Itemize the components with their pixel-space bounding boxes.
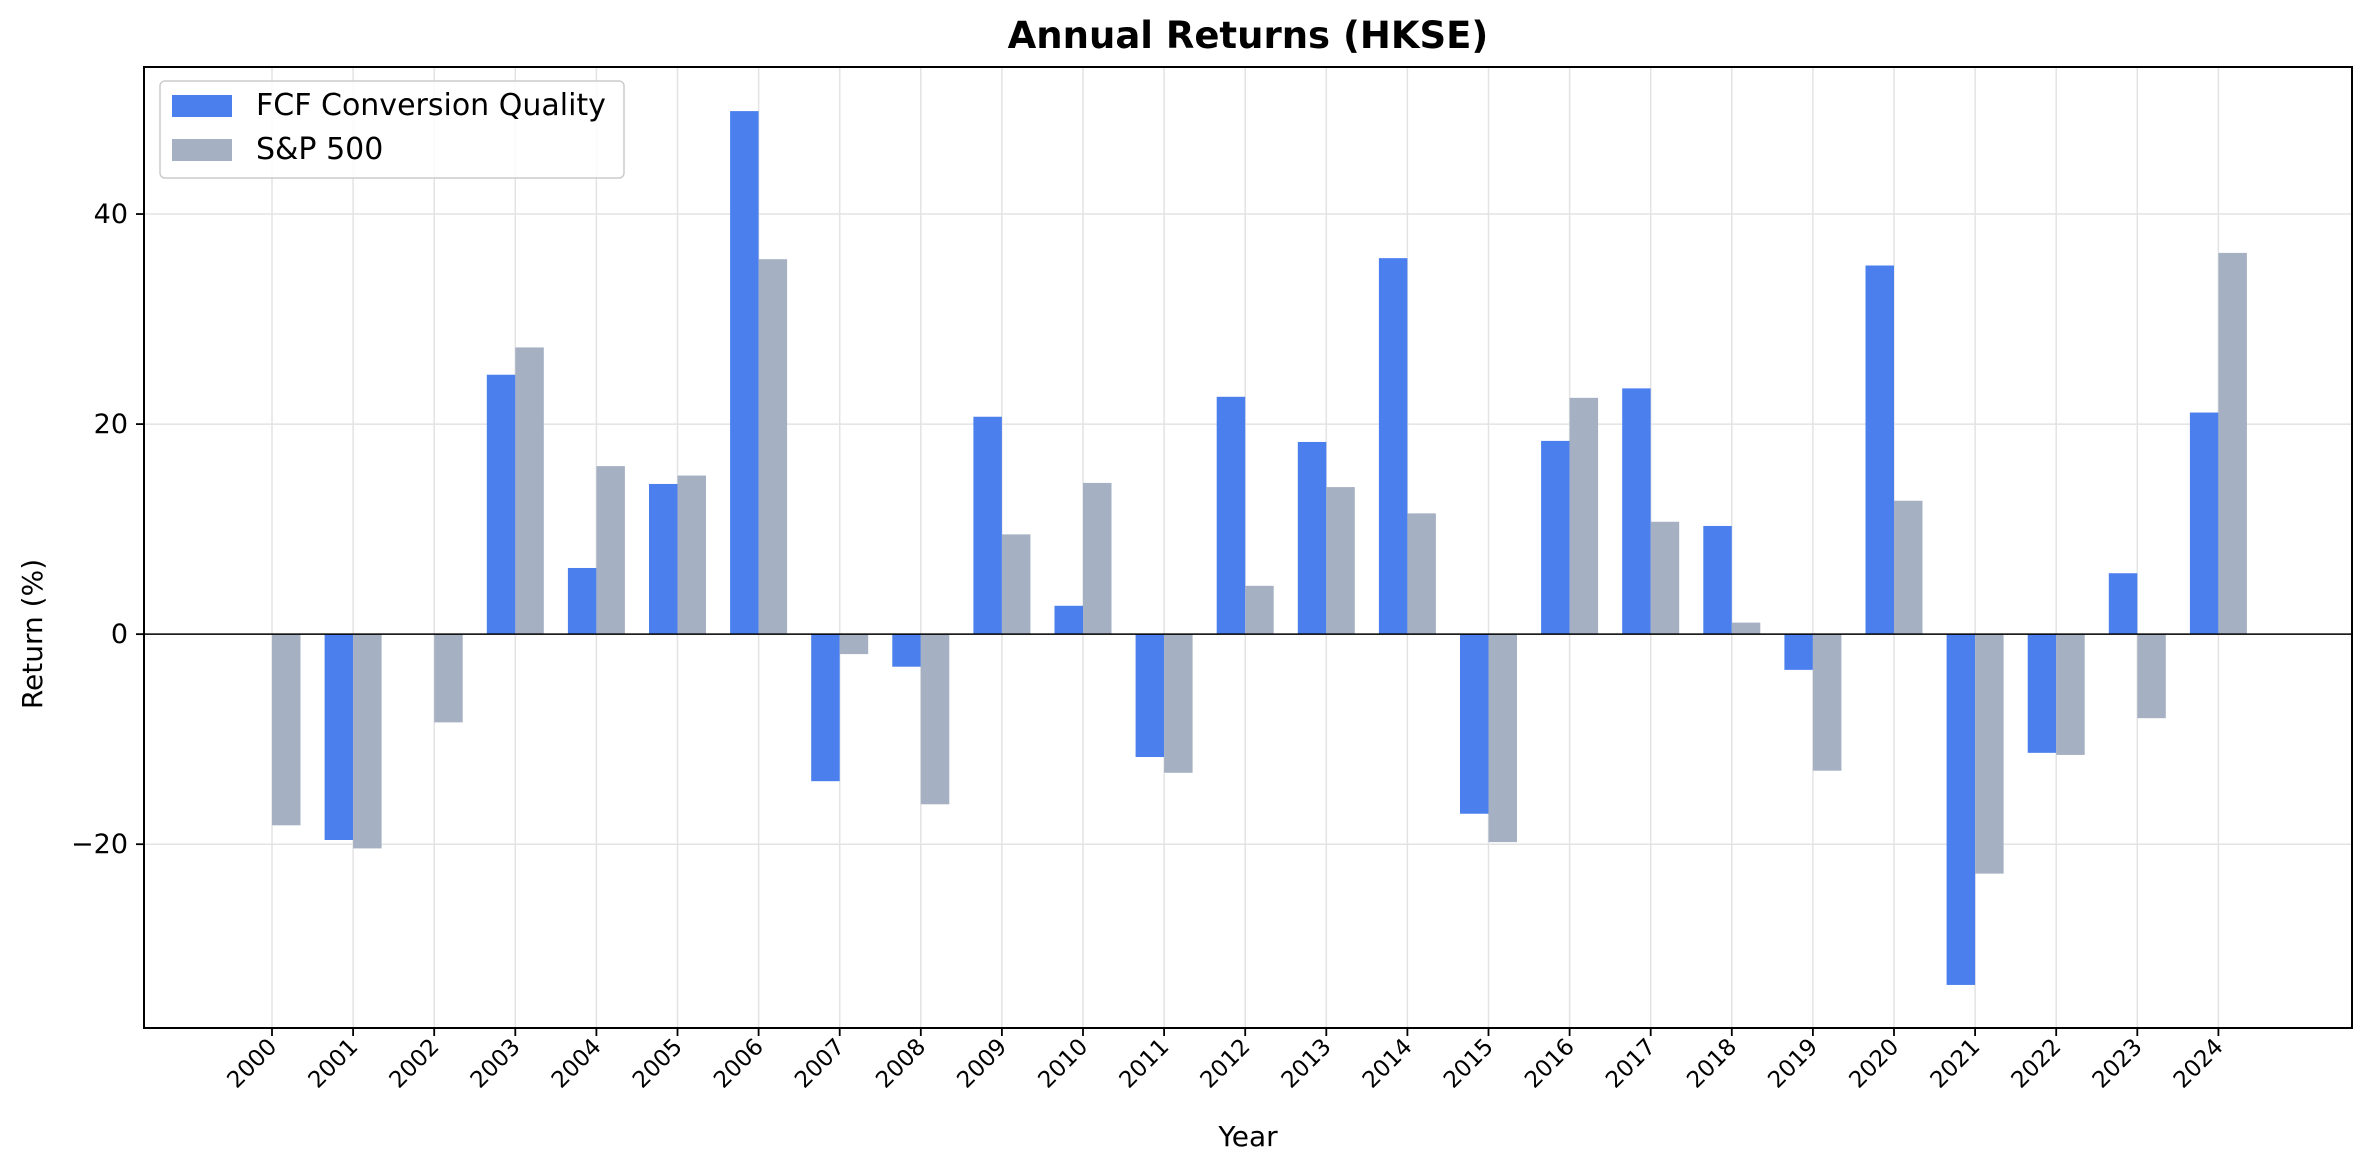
bar-sp500 [1326,487,1355,635]
bar-sp500 [2218,252,2247,635]
bar-fcf [1622,388,1651,635]
x-tick-label: 2013 [1277,1034,1337,1094]
bar-sp500 [1245,585,1274,635]
bar-fcf [1460,634,1489,814]
legend-swatch [172,95,232,117]
y-tick-label: 40 [94,199,128,230]
x-tick-label: 2005 [628,1034,688,1094]
x-tick-label: 2011 [1115,1034,1175,1094]
bar-fcf [1216,396,1246,635]
x-tick-label: 2012 [1196,1034,1256,1094]
bar-fcf [1946,634,1976,985]
bar-fcf [567,567,597,635]
bar-sp500 [1975,634,2004,874]
x-tick-label: 2008 [871,1034,931,1094]
x-tick-label: 2003 [466,1034,526,1094]
bar-sp500 [677,475,706,635]
bar-sp500 [1894,500,1923,635]
legend-box [159,80,625,179]
bar-fcf [2027,634,2057,753]
bars-layer [272,111,2247,985]
x-tick-label: 2020 [1844,1034,1904,1094]
bar-fcf [1703,525,1732,635]
legend: FCF Conversion Quality S&P 500 [159,80,625,179]
y-tick-label: 0 [111,619,128,650]
chart-title: Annual Returns (HKSE) [1008,14,1489,57]
bar-fcf [1297,441,1327,635]
bar-sp500 [758,259,788,635]
x-axis-label: Year [1217,1120,1278,1153]
bar-sp500 [1569,397,1599,635]
y-tick-label: −20 [71,829,128,860]
bar-sp500 [839,634,869,655]
bar-sp500 [1083,482,1112,635]
bar-fcf [1541,440,1570,635]
x-tick-label: 2006 [709,1034,769,1094]
grid-layer [144,67,2352,1028]
x-tick-label: 2019 [1763,1034,1823,1094]
bar-sp500 [1731,622,1761,635]
x-tick-label: 2022 [2007,1034,2067,1094]
bar-sp500 [920,634,950,805]
bar-fcf [811,634,840,782]
bar-fcf [1135,634,1165,758]
bar-sp500 [2137,634,2166,719]
bar-fcf [486,374,516,635]
legend-label: S&P 500 [256,132,383,167]
x-tick-label: 2014 [1358,1034,1418,1094]
x-tick-label: 2007 [790,1034,850,1094]
bar-sp500 [1650,521,1680,635]
x-tick-label: 2017 [1601,1034,1661,1094]
bar-sp500 [1001,534,1031,635]
x-tick-label: 2023 [2088,1034,2148,1094]
x-tick-label: 2024 [2169,1034,2229,1094]
bar-sp500 [1812,634,1842,771]
x-tick-label: 2004 [547,1034,607,1094]
axis-layer: −20 0 20 40 2000 2001 2002 2003 2004 2005 2006 2007… [71,66,2353,1094]
bar-sp500 [596,466,625,635]
x-tick-label: 2015 [1439,1034,1499,1094]
bar-fcf [324,634,354,841]
x-tick-label: 2018 [1682,1034,1742,1094]
bar-sp500 [434,634,463,723]
bar-fcf [2189,412,2219,635]
bar-fcf [730,111,759,635]
bar-sp500 [515,347,544,635]
x-tick-label: 2021 [1926,1034,1986,1094]
plot-frame [143,66,2353,1029]
bar-fcf [892,634,921,667]
bar-fcf [2108,573,2138,635]
bar-fcf [1378,258,1408,635]
bar-fcf [973,416,1002,635]
bar-fcf [649,483,678,635]
x-tick-label: 2016 [1520,1034,1580,1094]
bar-fcf [1054,605,1083,635]
x-tick-label: 2002 [385,1034,445,1094]
x-tick-label: 2001 [304,1034,364,1094]
y-axis-label: Return (%) [16,559,49,709]
x-tick-label: 2000 [222,1034,282,1094]
y-tick-label: 20 [94,409,128,440]
legend-label: FCF Conversion Quality [256,88,606,123]
bar-sp500 [1164,634,1193,773]
bar-sp500 [1407,513,1436,635]
legend-swatch [172,139,232,161]
bar-sp500 [353,634,382,849]
bar-fcf [1784,634,1813,670]
bar-fcf [1865,265,1894,635]
bar-sp500 [1488,634,1517,843]
x-tick-label: 2010 [1033,1034,1093,1094]
bar-sp500 [272,634,301,826]
x-tick-label: 2009 [952,1034,1012,1094]
bar-sp500 [2056,634,2085,755]
